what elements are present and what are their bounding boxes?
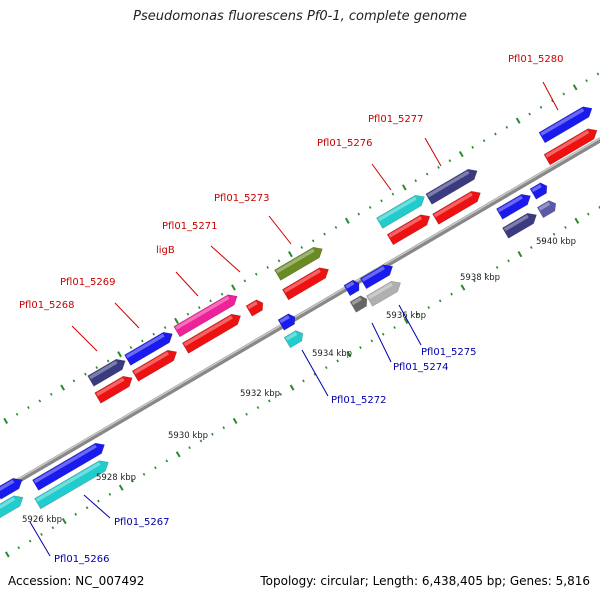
gene-feature[interactable] <box>281 264 331 301</box>
label-leader-line <box>371 322 392 363</box>
gene-feature[interactable] <box>502 210 539 239</box>
tick-label: 5930 kbp <box>168 431 208 441</box>
label-leader-line <box>29 521 51 557</box>
gene-feature[interactable] <box>32 440 107 491</box>
label-leader-line <box>424 137 442 167</box>
gene-feature[interactable] <box>0 475 25 500</box>
gene-feature[interactable] <box>0 492 26 519</box>
gene-label[interactable]: Pfl01_5274 <box>393 362 449 373</box>
gene-feature[interactable] <box>496 191 533 220</box>
gene-feature[interactable] <box>94 373 136 404</box>
map-title: Pseudomonas fluorescens Pf0-1, complete … <box>133 9 467 24</box>
tick-label: 5938 kbp <box>460 273 500 283</box>
gene-feature[interactable] <box>181 311 243 354</box>
gene-feature[interactable] <box>425 166 480 205</box>
gene-feature[interactable] <box>543 125 600 166</box>
gene-feature[interactable] <box>343 278 362 297</box>
backbone-highlight <box>0 137 600 491</box>
gene-feature[interactable] <box>366 278 403 307</box>
gene-feature[interactable] <box>274 244 326 281</box>
gene-feature[interactable] <box>245 298 266 317</box>
gene-feature[interactable] <box>277 312 298 331</box>
backbone-line <box>0 137 600 495</box>
label-leader-line <box>71 325 98 352</box>
gene-feature[interactable] <box>349 294 370 313</box>
gene-label[interactable]: Pfl01_5277 <box>368 114 424 125</box>
gene-feature[interactable] <box>376 192 428 229</box>
gene-feature[interactable] <box>173 291 240 338</box>
feature-tracks <box>0 103 600 519</box>
gene-label[interactable]: Pfl01_5273 <box>214 193 270 204</box>
gene-feature[interactable] <box>359 261 395 290</box>
tick-label: 5934 kbp <box>312 349 352 359</box>
gene-label[interactable]: Pfl01_5275 <box>421 347 477 358</box>
label-leader-line <box>114 302 140 329</box>
label-leader-line <box>83 494 111 519</box>
gene-feature[interactable] <box>432 188 484 225</box>
gene-label[interactable]: Pfl01_5266 <box>54 554 110 565</box>
gene-label[interactable]: Pfl01_5272 <box>331 395 387 406</box>
tick-row-inner <box>4 205 600 558</box>
gene-feature[interactable] <box>386 211 433 246</box>
gene-feature[interactable] <box>131 347 179 382</box>
gene-label[interactable]: Pfl01_5269 <box>60 277 116 288</box>
tick-label: 5940 kbp <box>536 237 576 247</box>
gene-feature[interactable] <box>87 356 129 387</box>
gene-label[interactable]: Pfl01_5276 <box>317 138 373 149</box>
gene-label[interactable]: Pfl01_5280 <box>508 54 564 65</box>
gene-label[interactable]: ligB <box>156 245 175 256</box>
gene-label[interactable]: Pfl01_5268 <box>19 300 75 311</box>
gene-feature[interactable] <box>124 329 176 366</box>
backbone <box>0 137 600 495</box>
tick-marks <box>3 72 600 558</box>
tick-label: 5926 kbp <box>22 515 62 525</box>
tick-label: 5928 kbp <box>96 473 136 483</box>
gene-labels: 5926 kbp 5928 kbp 5930 kbp 5932 kbp 5934 kbp… <box>19 54 576 565</box>
tick-row-outer <box>3 72 600 425</box>
label-leader-line <box>398 304 422 346</box>
accession-text: Accession: NC_007492 <box>8 574 145 588</box>
label-leader-line <box>175 271 199 297</box>
gene-label[interactable]: Pfl01_5267 <box>114 517 170 528</box>
label-leader-line <box>542 81 559 111</box>
gene-feature[interactable] <box>529 181 550 200</box>
gene-feature[interactable] <box>536 198 559 219</box>
gene-feature[interactable] <box>538 103 595 144</box>
tick-label: 5932 kbp <box>240 389 280 399</box>
label-leader-line <box>268 215 292 245</box>
topology-summary: Topology: circular; Length: 6,438,405 bp… <box>260 574 590 588</box>
label-leader-line <box>301 349 329 397</box>
gene-feature[interactable] <box>283 328 306 349</box>
gene-label[interactable]: Pfl01_5271 <box>162 221 218 232</box>
label-leader-line <box>210 245 241 273</box>
tick-label: 5936 kbp <box>386 311 426 321</box>
gene-feature[interactable] <box>34 457 112 510</box>
label-leader-line <box>371 163 392 191</box>
